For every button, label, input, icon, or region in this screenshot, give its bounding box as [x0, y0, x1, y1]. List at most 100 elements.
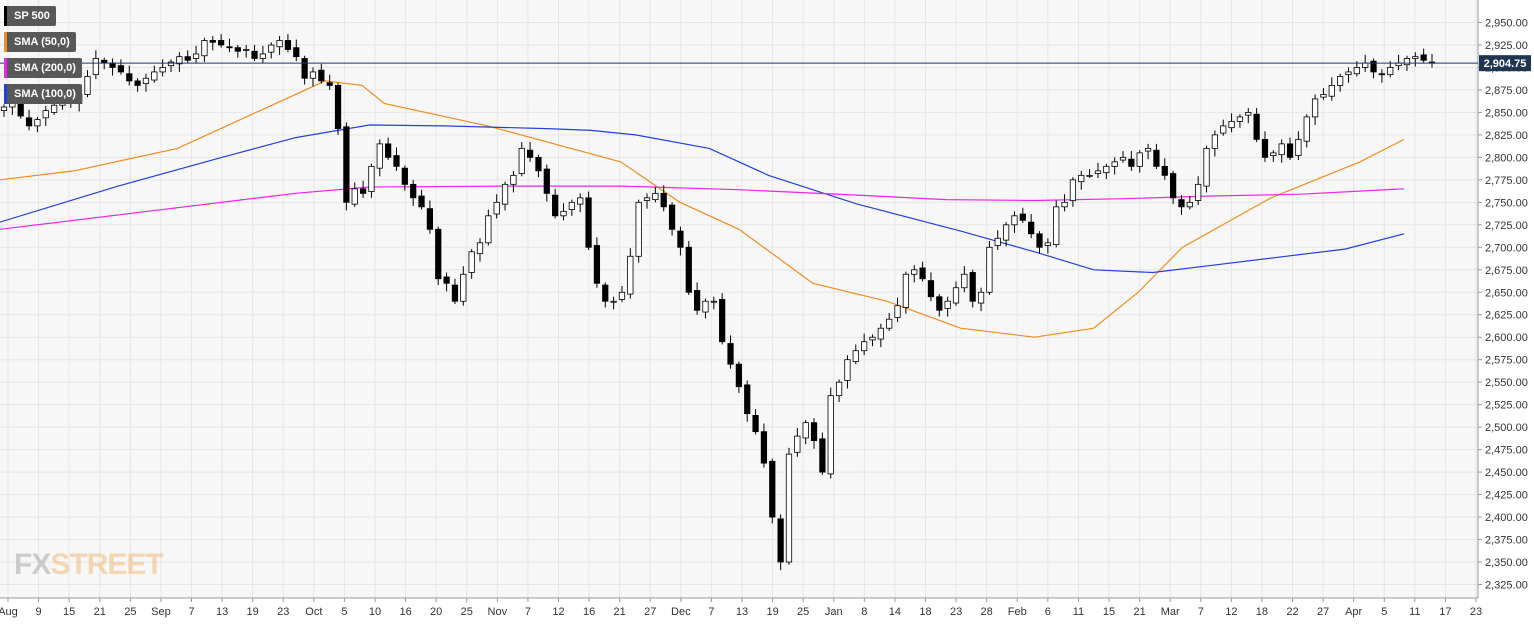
- candle-body: [902, 273, 910, 308]
- candle-body: [418, 195, 425, 208]
- x-tick-label: 7: [1198, 606, 1204, 618]
- candle-body: [852, 350, 859, 362]
- candle-body: [268, 44, 275, 53]
- candle-body: [593, 245, 601, 284]
- legend-swatch: [4, 32, 7, 52]
- x-tick-label: Jan: [825, 606, 843, 618]
- legend-item-sma50: SMA (50,0): [4, 32, 76, 52]
- candle-body: [1044, 242, 1051, 246]
- candle-body: [652, 192, 659, 201]
- candle-body: [1053, 206, 1060, 245]
- candle-body: [1136, 152, 1143, 167]
- y-tick-label: 2,400.00: [1485, 512, 1528, 524]
- candle-body: [602, 284, 609, 302]
- candle-body: [443, 276, 450, 284]
- candle-body: [1286, 143, 1294, 158]
- candle-body: [827, 395, 834, 475]
- candle-body: [1295, 138, 1302, 156]
- candle-body: [835, 381, 843, 397]
- candle-body: [760, 431, 768, 464]
- candle-body: [151, 71, 158, 81]
- candle-body: [660, 192, 667, 208]
- candle-body: [209, 40, 216, 43]
- y-tick-label: 2,600.00: [1485, 332, 1528, 344]
- candle-body: [1211, 134, 1218, 149]
- candle-body: [359, 188, 367, 194]
- candle-body: [719, 299, 726, 343]
- candle-body: [1236, 116, 1244, 122]
- candle-body: [42, 110, 49, 119]
- x-tick-label: 16: [583, 606, 595, 618]
- candle-body: [861, 341, 868, 352]
- candle-body: [468, 251, 475, 273]
- candle-body: [919, 267, 926, 280]
- candle-body: [986, 246, 993, 293]
- candle-body: [343, 126, 350, 203]
- candle-body: [1228, 120, 1235, 129]
- candle-body: [293, 47, 300, 58]
- candle-body: [251, 50, 258, 59]
- x-tick-label: 22: [1286, 606, 1298, 618]
- candle-body: [794, 435, 801, 453]
- candle-body: [101, 59, 108, 64]
- candle-body: [25, 117, 33, 127]
- x-tick-label: 6: [1045, 606, 1051, 618]
- x-tick-label: 20: [430, 606, 442, 618]
- candle-body: [1069, 179, 1077, 201]
- candle-body: [284, 40, 292, 50]
- y-tick-label: 2,850.00: [1485, 107, 1528, 119]
- candle-body: [351, 188, 358, 205]
- candle-body: [309, 71, 317, 79]
- candle-body: [318, 69, 325, 82]
- current-price-label: 2,904.75: [1484, 58, 1527, 70]
- candle-body: [126, 73, 133, 82]
- candle-body: [1195, 183, 1202, 201]
- candle-body: [84, 76, 91, 95]
- x-tick-label: 17: [1439, 606, 1451, 618]
- x-tick-label: 18: [1256, 606, 1268, 618]
- x-tick-label: 25: [124, 606, 136, 618]
- y-tick-label: 2,700.00: [1485, 242, 1528, 254]
- x-tick-label: 11: [1409, 606, 1420, 618]
- candle-body: [952, 287, 960, 304]
- legend-swatch: [4, 6, 7, 26]
- x-tick-label: 5: [341, 606, 347, 618]
- candle-body: [961, 273, 968, 289]
- candle-body: [276, 40, 283, 48]
- candle-body: [635, 201, 642, 257]
- candle-body: [769, 460, 776, 518]
- legend-label: SMA (50,0): [14, 36, 70, 48]
- legend-label: SMA (100,0): [14, 88, 76, 100]
- x-tick-label: 23: [1470, 606, 1482, 618]
- x-tick-label: 25: [797, 606, 809, 618]
- y-tick-label: 2,525.00: [1485, 400, 1528, 412]
- candle-body: [1186, 201, 1193, 208]
- x-tick-label: 27: [644, 606, 656, 618]
- candle-body: [518, 147, 525, 174]
- candle-body: [1353, 67, 1360, 75]
- candle-body: [1061, 201, 1068, 208]
- x-tick-label: 19: [247, 606, 259, 618]
- candle-body: [510, 174, 517, 185]
- candle-body: [1086, 174, 1093, 177]
- candle-body: [802, 422, 809, 439]
- candle-body: [877, 327, 884, 340]
- legend-item-sma200: SMA (200,0): [4, 58, 82, 78]
- candle-body: [526, 149, 534, 158]
- candle-body: [944, 300, 951, 309]
- y-tick-label: 2,575.00: [1485, 355, 1528, 367]
- y-tick-label: 2,625.00: [1485, 310, 1528, 322]
- candle-body: [618, 291, 626, 300]
- candle-body: [192, 53, 200, 59]
- candle-body: [936, 296, 943, 311]
- y-tick-label: 2,775.00: [1485, 175, 1528, 187]
- x-tick-label: 27: [1317, 606, 1329, 618]
- x-tick-label: 11: [1073, 606, 1084, 618]
- y-tick-label: 2,450.00: [1485, 467, 1528, 479]
- y-tick-label: 2,925.00: [1485, 40, 1528, 52]
- candle-body: [201, 40, 208, 57]
- candle-body: [1161, 165, 1168, 176]
- legend-swatch: [4, 58, 7, 78]
- candle-body: [1420, 54, 1427, 61]
